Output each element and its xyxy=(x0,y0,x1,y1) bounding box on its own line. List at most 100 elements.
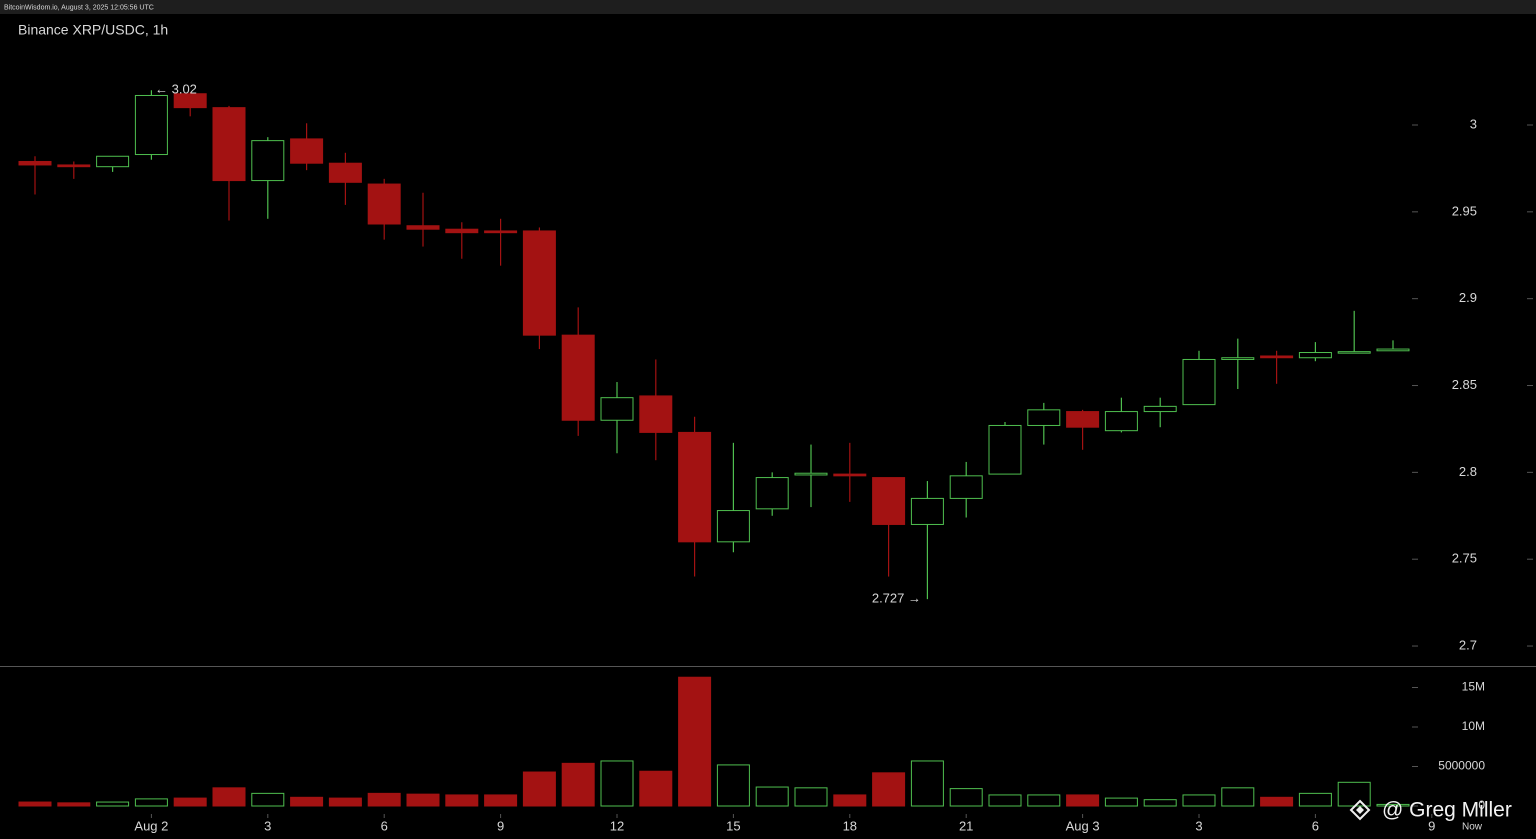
x-tick-label: Aug 3 xyxy=(1066,818,1100,833)
y-tick-label: 2.75 xyxy=(1452,551,1477,566)
candle-body xyxy=(1143,405,1177,413)
candle-body xyxy=(367,183,401,225)
volume-bar xyxy=(522,771,556,807)
candle-body xyxy=(833,473,867,477)
candle-body xyxy=(251,140,285,182)
volume-bar xyxy=(988,794,1022,807)
header-text: BitcoinWisdom.io, August 3, 2025 12:05:5… xyxy=(4,4,154,11)
volume-tick-label: 5000000 xyxy=(1438,759,1485,773)
candle-body xyxy=(910,497,944,525)
volume-bar xyxy=(716,764,750,807)
x-tick-label: 18 xyxy=(843,818,857,833)
candle-body xyxy=(212,107,246,182)
volume-bar xyxy=(290,796,324,807)
y-tick-label: 2.7 xyxy=(1459,637,1477,652)
candle-body xyxy=(1182,358,1216,406)
x-tick-label: 12 xyxy=(610,818,624,833)
volume-bar xyxy=(1298,792,1332,807)
volume-bar xyxy=(212,787,246,807)
volume-tick-label: 15M xyxy=(1462,680,1485,694)
volume-bar xyxy=(57,802,91,807)
candle-body xyxy=(290,138,324,164)
candle-body xyxy=(639,395,673,433)
x-tick-label: 3 xyxy=(1195,818,1202,833)
volume-bar xyxy=(1260,796,1294,807)
volume-tick-label: 0 xyxy=(1478,798,1485,812)
candle-body xyxy=(522,230,556,336)
volume-bar xyxy=(251,792,285,807)
volume-bar xyxy=(1221,787,1255,807)
watermark: @ Greg Miller xyxy=(1382,799,1512,822)
volume-bar xyxy=(561,762,595,807)
candle-body xyxy=(988,424,1022,475)
volume-bar xyxy=(1104,797,1138,807)
volume-bar xyxy=(949,788,983,807)
x-tick-label: 9 xyxy=(497,818,504,833)
candle-body xyxy=(1298,352,1332,359)
volume-bar xyxy=(1143,799,1177,807)
watermark-logo xyxy=(1349,799,1371,821)
candle-body xyxy=(1221,357,1255,360)
candle-body xyxy=(18,160,52,166)
x-tick-label: Aug 2 xyxy=(134,818,168,833)
x-tick-label: 9 xyxy=(1428,818,1435,833)
price-annotation: ← 3.02 xyxy=(155,81,197,96)
volume-bar xyxy=(367,792,401,807)
candle-body xyxy=(794,472,828,476)
price-annotation: 2.727 → xyxy=(872,590,921,605)
candle-body xyxy=(1027,409,1061,426)
x-tick-label: 3 xyxy=(264,818,271,833)
candle-body xyxy=(600,397,634,421)
candle-body xyxy=(1066,411,1100,428)
volume-bar xyxy=(445,794,479,807)
candle-body xyxy=(406,225,440,230)
x-tick-label: 15 xyxy=(726,818,740,833)
candle-body xyxy=(1376,348,1410,352)
volume-bar xyxy=(678,676,712,807)
candle-body xyxy=(872,477,906,525)
candle-body xyxy=(173,93,207,109)
volume-bar xyxy=(173,797,207,807)
volume-bar xyxy=(18,801,52,807)
y-tick-label: 2.85 xyxy=(1452,377,1477,392)
y-tick-label: 2.95 xyxy=(1452,203,1477,218)
candle-body xyxy=(678,431,712,543)
candle-body xyxy=(1104,411,1138,432)
volume-bar xyxy=(755,786,789,807)
volume-bar xyxy=(833,794,867,807)
candle-body xyxy=(1260,355,1294,359)
volume-tick-label: 10M xyxy=(1462,719,1485,733)
candle-body xyxy=(484,230,518,234)
candle-body xyxy=(561,334,595,421)
candle-body xyxy=(949,475,983,499)
candle-body xyxy=(134,94,168,156)
volume-bar xyxy=(1182,794,1216,807)
volume-bar xyxy=(794,787,828,807)
volume-bar xyxy=(910,760,944,807)
candle-body xyxy=(755,477,789,510)
y-tick-label: 3 xyxy=(1470,116,1477,131)
y-tick-label: 2.8 xyxy=(1459,464,1477,479)
volume-bar xyxy=(872,772,906,807)
volume-bar xyxy=(484,794,518,807)
header-bar xyxy=(0,0,1536,14)
now-label: Now xyxy=(1462,822,1483,833)
volume-bar xyxy=(134,798,168,807)
candle-body xyxy=(1337,351,1371,354)
candle-body xyxy=(96,155,130,168)
volume-bar xyxy=(1376,803,1410,807)
candle-body xyxy=(328,162,362,183)
volume-bar xyxy=(1337,781,1371,807)
volume-bar xyxy=(328,797,362,807)
volume-bar xyxy=(600,760,634,807)
volume-bar xyxy=(639,770,673,807)
volume-bar xyxy=(1066,794,1100,807)
x-tick-label: 6 xyxy=(1312,818,1319,833)
x-tick-label: 21 xyxy=(959,818,973,833)
candle-body xyxy=(716,510,750,543)
candle-body xyxy=(57,164,91,168)
volume-bar xyxy=(1027,794,1061,807)
volume-bar xyxy=(96,801,130,807)
